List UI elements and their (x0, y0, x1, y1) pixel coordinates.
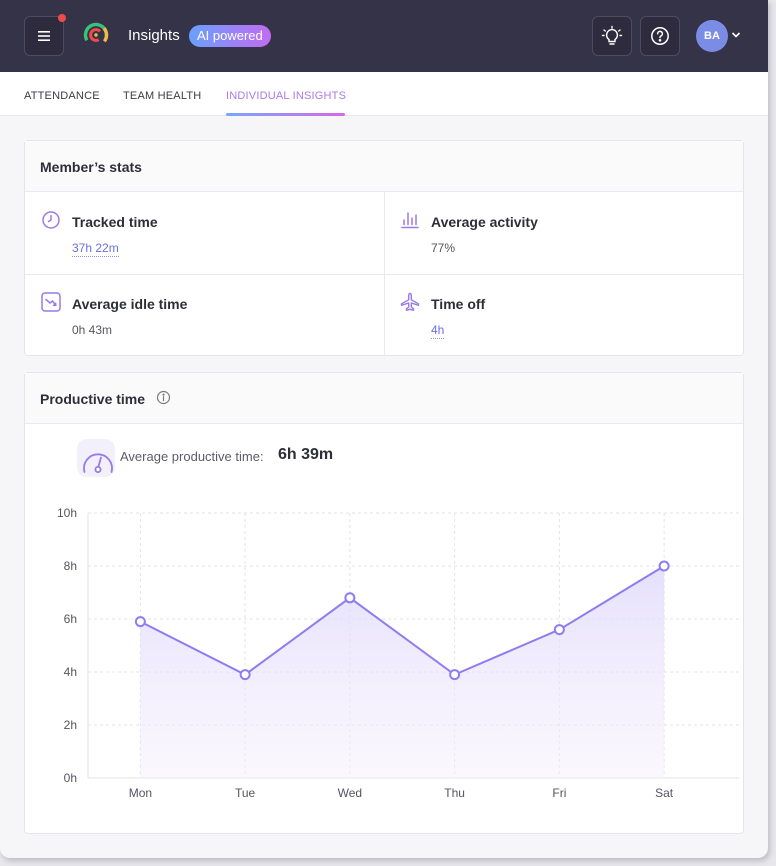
stat-label: Average activity (431, 214, 538, 230)
help-icon (651, 27, 669, 45)
average-productive-time-label: Average productive time: (120, 449, 264, 464)
productive-time-card: Productive time Average productive time:… (24, 372, 744, 834)
tab-team-health[interactable]: TEAM HEALTH (123, 90, 202, 102)
series-line (139, 565, 665, 676)
stat-average-idle-time: Average idle time 0h 43m (25, 274, 384, 356)
data-point (449, 669, 461, 681)
series-area (140, 566, 665, 778)
clock-icon (42, 211, 60, 229)
ai-powered-badge: AI powered (189, 25, 271, 47)
stat-label: Tracked time (72, 214, 158, 230)
logo-icon (83, 22, 109, 48)
tab-individual-insights[interactable]: INDIVIDUAL INSIGHTS (226, 90, 347, 102)
y-tick-label: 4h (64, 665, 77, 679)
productive-time-title: Productive time (40, 391, 146, 407)
x-tick-label: Wed (338, 786, 362, 800)
data-point (658, 560, 670, 572)
stats-divider-horizontal (25, 274, 743, 275)
y-tick-label: 0h (64, 771, 77, 785)
x-tick-label: Mon (129, 786, 152, 800)
stat-label: Time off (431, 296, 486, 312)
x-tick-label: Thu (444, 786, 465, 800)
stat-label: Average idle time (72, 296, 188, 312)
active-tab-indicator (226, 113, 345, 116)
tab-attendance[interactable]: ATTENDANCE (24, 90, 100, 102)
app-title: Insights (128, 27, 180, 44)
stat-average-activity: Average activity 77% (384, 192, 743, 274)
time-off-link[interactable]: 4h (431, 323, 445, 339)
x-tick-label: Fri (552, 786, 566, 800)
average-activity-value: 77% (431, 241, 456, 255)
data-point (553, 624, 565, 636)
x-tick-label: Tue (235, 786, 256, 800)
data-point (344, 592, 356, 604)
lightbulb-icon (601, 25, 623, 45)
tab-bar: ATTENDANCE TEAM HEALTH INDIVIDUAL INSIGH… (0, 72, 768, 116)
notification-dot (58, 14, 66, 22)
tips-button[interactable] (592, 16, 632, 56)
info-icon[interactable] (156, 390, 171, 405)
y-tick-label: 2h (64, 718, 77, 732)
chevron-down-icon[interactable] (731, 31, 741, 39)
members-stats-title: Member’s stats (40, 159, 142, 175)
idle-trend-icon (41, 292, 61, 312)
speedometer-icon (83, 453, 113, 473)
user-avatar[interactable]: BA (696, 20, 728, 52)
productive-time-chart: 0h 2h 4h 6h 8h 10h Mon Tue Wed Thu Fri Sat (57, 506, 739, 800)
hamburger-icon (38, 31, 50, 41)
data-point (239, 669, 251, 681)
activity-bars-icon (401, 212, 419, 229)
help-button[interactable] (640, 16, 680, 56)
stat-time-off: Time off 4h (384, 274, 743, 356)
average-productive-time-value: 6h 39m (278, 446, 334, 463)
stat-tracked-time: Tracked time 37h 22m (25, 192, 384, 274)
average-idle-time-value: 0h 43m (72, 323, 113, 337)
productive-time-header: Productive time (25, 373, 743, 424)
productive-time-body: Average productive time: 6h 39m 0h 2h 4h 6h… (25, 424, 743, 834)
data-point (134, 616, 146, 628)
top-bar: Insights AI powered BA (0, 0, 768, 72)
plane-icon (400, 292, 420, 311)
y-tick-label: 6h (64, 612, 77, 626)
y-tick-label: 10h (57, 506, 77, 520)
members-stats-header: Member’s stats (25, 141, 743, 192)
y-tick-label: 8h (64, 559, 77, 573)
tracked-time-link[interactable]: 37h 22m (72, 241, 119, 257)
menu-button[interactable] (24, 16, 64, 56)
x-tick-label: Sat (655, 786, 674, 800)
speedometer-icon-bg (77, 439, 115, 477)
members-stats-card: Member’s stats Tracked time 37h 22m Aver… (24, 140, 744, 356)
